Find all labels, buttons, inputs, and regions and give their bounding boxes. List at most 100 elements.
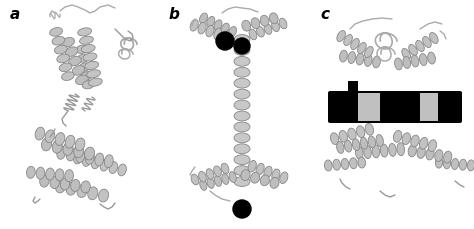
Ellipse shape (62, 72, 74, 80)
Ellipse shape (95, 153, 104, 166)
Ellipse shape (435, 150, 443, 161)
FancyBboxPatch shape (328, 91, 462, 123)
Ellipse shape (356, 146, 363, 159)
Ellipse shape (234, 122, 250, 132)
Ellipse shape (207, 16, 215, 27)
Ellipse shape (72, 66, 85, 75)
Text: b: b (168, 7, 179, 22)
Ellipse shape (234, 35, 250, 44)
Ellipse shape (270, 177, 279, 188)
Ellipse shape (389, 143, 396, 156)
Ellipse shape (82, 81, 94, 89)
Ellipse shape (426, 148, 434, 160)
Ellipse shape (260, 175, 269, 186)
Ellipse shape (402, 49, 410, 60)
Ellipse shape (356, 53, 364, 65)
Ellipse shape (356, 126, 365, 138)
Ellipse shape (402, 133, 410, 144)
Ellipse shape (376, 135, 383, 147)
Ellipse shape (85, 61, 99, 69)
Ellipse shape (62, 37, 74, 47)
Ellipse shape (55, 169, 64, 181)
Ellipse shape (272, 169, 280, 181)
Ellipse shape (75, 138, 85, 151)
Ellipse shape (251, 18, 260, 29)
Ellipse shape (280, 172, 288, 183)
Ellipse shape (380, 144, 388, 157)
Ellipse shape (428, 52, 436, 64)
Ellipse shape (229, 172, 236, 183)
Ellipse shape (85, 151, 94, 164)
Ellipse shape (339, 131, 347, 142)
Ellipse shape (52, 36, 65, 45)
Ellipse shape (40, 175, 49, 187)
FancyBboxPatch shape (358, 93, 380, 121)
Ellipse shape (104, 155, 113, 168)
Ellipse shape (50, 27, 63, 36)
Ellipse shape (394, 58, 402, 70)
Ellipse shape (55, 133, 65, 145)
Ellipse shape (264, 24, 272, 34)
Ellipse shape (234, 67, 250, 77)
Ellipse shape (411, 135, 419, 147)
Ellipse shape (360, 137, 368, 149)
Ellipse shape (74, 145, 84, 158)
Ellipse shape (337, 30, 346, 41)
Ellipse shape (397, 143, 404, 156)
Ellipse shape (337, 142, 344, 153)
Ellipse shape (260, 15, 269, 26)
Ellipse shape (190, 19, 198, 31)
Ellipse shape (60, 178, 70, 190)
Ellipse shape (79, 63, 91, 71)
Ellipse shape (59, 63, 72, 72)
Ellipse shape (234, 46, 250, 55)
Ellipse shape (436, 157, 443, 168)
Ellipse shape (207, 177, 214, 188)
Ellipse shape (409, 44, 418, 55)
Ellipse shape (36, 167, 45, 179)
Ellipse shape (228, 27, 237, 37)
Ellipse shape (429, 33, 438, 44)
Ellipse shape (77, 185, 87, 197)
Ellipse shape (423, 36, 431, 47)
Ellipse shape (443, 158, 451, 169)
Ellipse shape (333, 159, 340, 170)
Ellipse shape (393, 131, 402, 142)
Ellipse shape (325, 160, 332, 171)
Ellipse shape (351, 38, 359, 49)
Ellipse shape (63, 143, 73, 155)
Ellipse shape (357, 43, 366, 54)
Ellipse shape (330, 133, 339, 144)
Ellipse shape (341, 158, 349, 169)
Ellipse shape (82, 155, 91, 166)
Ellipse shape (403, 57, 410, 68)
Ellipse shape (269, 13, 278, 24)
Ellipse shape (50, 177, 59, 188)
Ellipse shape (365, 123, 374, 135)
Ellipse shape (52, 140, 62, 153)
Ellipse shape (66, 182, 76, 195)
Ellipse shape (41, 138, 52, 151)
Ellipse shape (83, 53, 97, 61)
Ellipse shape (467, 160, 474, 171)
Ellipse shape (348, 128, 356, 140)
Ellipse shape (55, 45, 67, 54)
Ellipse shape (82, 45, 95, 53)
Ellipse shape (222, 174, 229, 184)
Ellipse shape (279, 18, 287, 29)
Ellipse shape (365, 55, 372, 66)
Ellipse shape (46, 168, 55, 180)
FancyBboxPatch shape (420, 93, 438, 121)
Ellipse shape (256, 26, 264, 37)
Ellipse shape (264, 166, 272, 178)
Ellipse shape (444, 151, 452, 163)
Ellipse shape (234, 166, 250, 175)
Ellipse shape (27, 166, 35, 178)
Text: c: c (320, 7, 329, 22)
Text: a: a (9, 7, 20, 22)
Ellipse shape (234, 89, 250, 99)
Ellipse shape (80, 36, 93, 44)
Ellipse shape (200, 180, 207, 190)
Ellipse shape (57, 146, 65, 159)
Ellipse shape (419, 54, 427, 65)
